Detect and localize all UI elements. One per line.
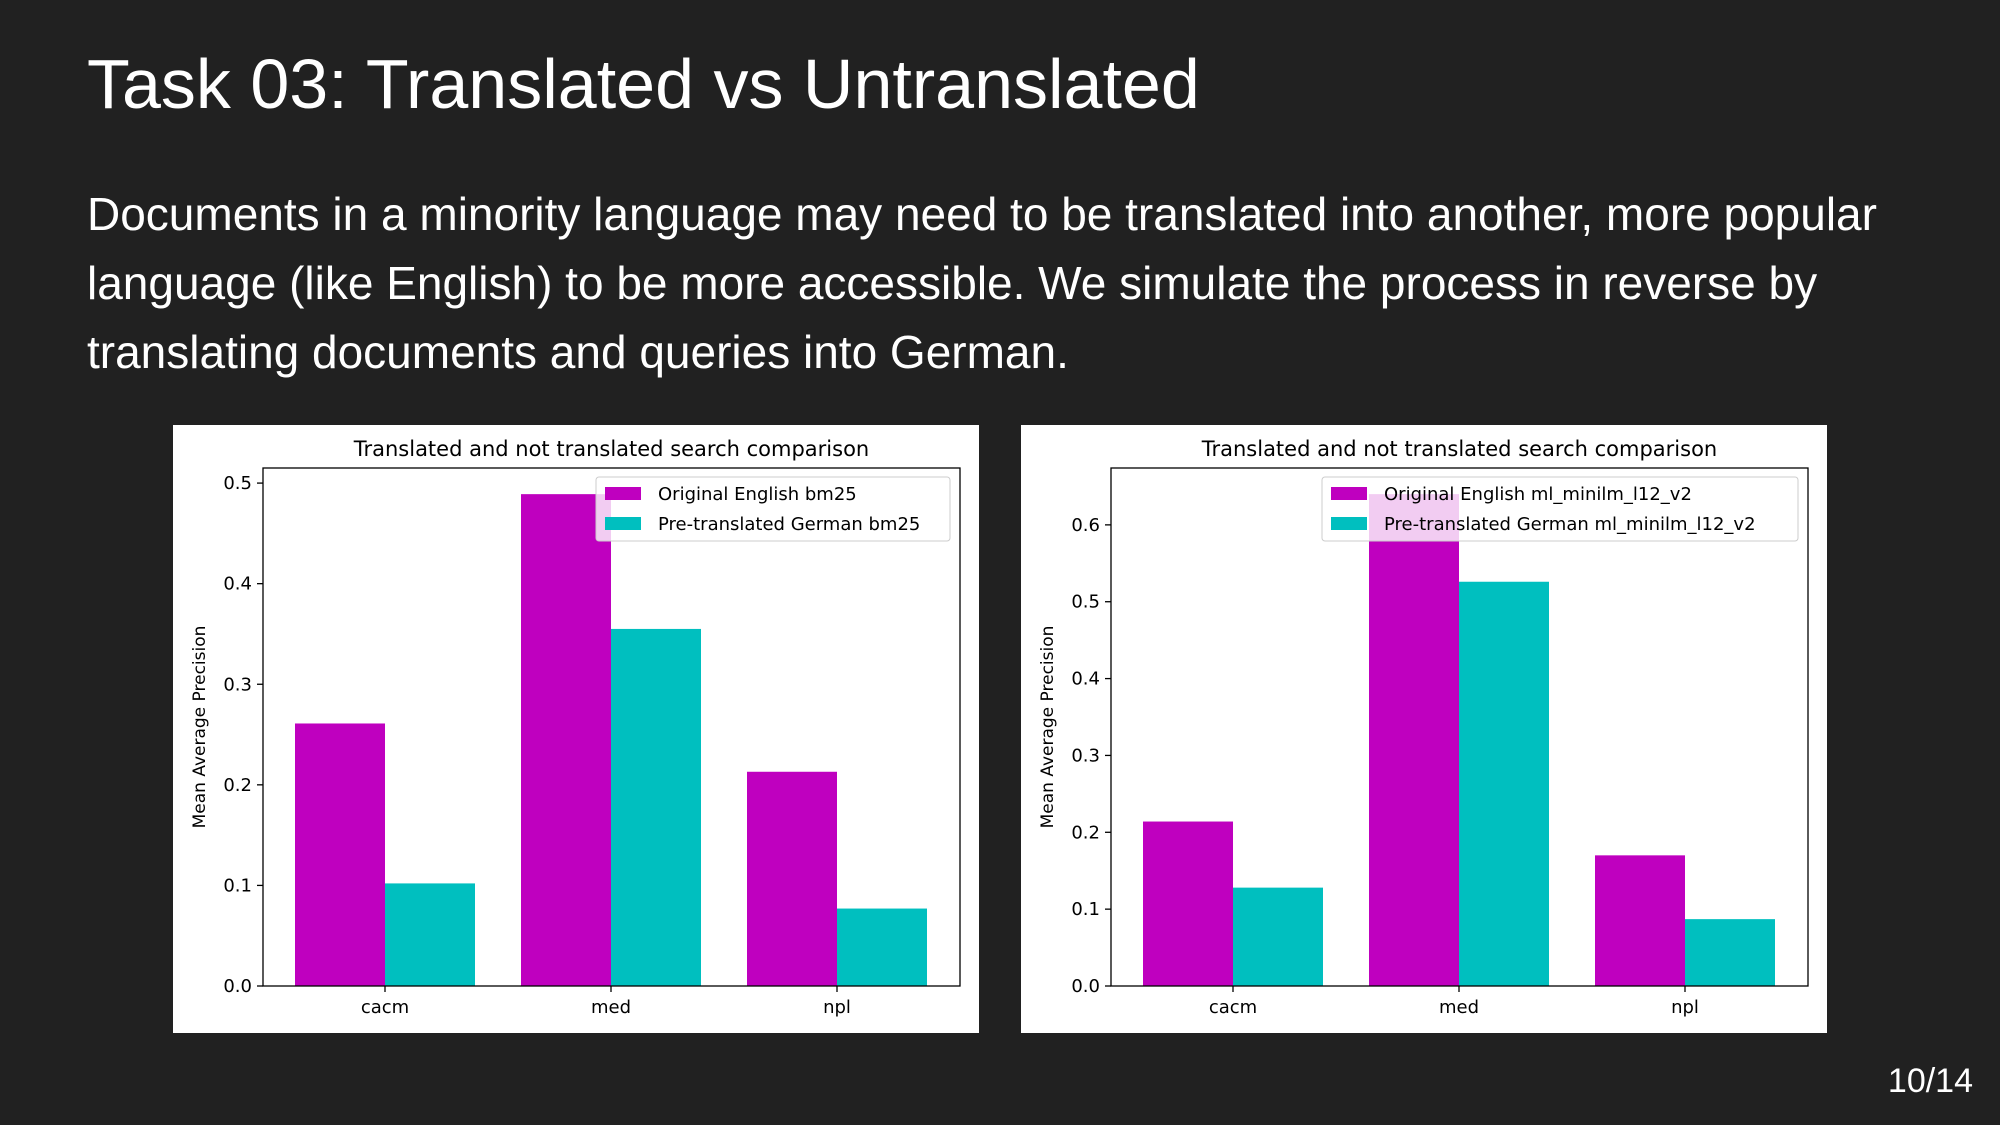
x-tick-label-med: med — [591, 997, 631, 1018]
legend-swatch-2 — [605, 517, 641, 530]
y-axis-label: Mean Average Precision — [1038, 626, 1058, 829]
bar-npl-series-2 — [837, 908, 927, 986]
y-tick-label-4: 0.4 — [1071, 669, 1100, 690]
plot-frame — [262, 467, 961, 987]
bar-med-series-2 — [1459, 581, 1549, 986]
y-tick-label-2: 0.2 — [1071, 822, 1100, 843]
bar-npl-series-1 — [747, 771, 837, 986]
legend: Original English ml_minilm_l12_v2 Pre-tra… — [1321, 476, 1799, 542]
bar-med-series-2 — [611, 628, 701, 986]
legend-label-2: Pre-translated German bm25 — [658, 514, 920, 535]
y-tick-label-0: 0.0 — [223, 976, 252, 997]
y-tick-label-2: 0.2 — [223, 775, 252, 796]
legend-label-1: Original English ml_minilm_l12_v2 — [1384, 484, 1692, 505]
chart-title: Translated and not translated search com… — [353, 437, 870, 461]
slide-body-text: Documents in a minority language may nee… — [87, 188, 1877, 378]
legend-swatch-1 — [605, 487, 641, 500]
y-tick-label-0: 0.0 — [1071, 976, 1100, 997]
x-tick-label-cacm: cacm — [361, 997, 409, 1018]
bar-med-series-1 — [1369, 494, 1459, 986]
y-tick-label-5: 0.5 — [1071, 592, 1100, 613]
legend-box — [1321, 476, 1799, 542]
chart-panel-bm25: Translated and not translated search com… — [173, 425, 979, 1033]
y-axis-label: Mean Average Precision — [190, 626, 210, 829]
y-tick-label-1: 0.1 — [1071, 899, 1100, 920]
legend-label-2: Pre-translated German ml_minilm_l12_v2 — [1384, 514, 1756, 535]
x-tick-label-med: med — [1439, 997, 1479, 1018]
x-tick-label-npl: npl — [823, 997, 851, 1018]
bar-med-series-1 — [521, 494, 611, 986]
plot-frame — [1110, 467, 1809, 987]
y-tick-label-4: 0.4 — [223, 574, 252, 595]
bm25-comparison-chart: Translated and not translated search com… — [190, 437, 961, 1018]
x-tick-label-cacm: cacm — [1209, 997, 1257, 1018]
chart-panel-minilm: Translated and not translated search com… — [1021, 425, 1827, 1033]
bar-npl-series-1 — [1595, 855, 1685, 986]
bar-cacm-series-2 — [385, 883, 475, 986]
y-tick-label-3: 0.3 — [1071, 745, 1100, 766]
legend-swatch-2 — [1331, 517, 1367, 530]
minilm-comparison-chart: Translated and not translated search com… — [1038, 437, 1809, 1018]
bar-cacm-series-2 — [1233, 887, 1323, 986]
bar-cacm-series-1 — [1143, 821, 1233, 986]
bar-cacm-series-1 — [295, 723, 385, 986]
y-tick-label-1: 0.1 — [223, 875, 252, 896]
y-tick-label-6: 0.6 — [1071, 515, 1100, 536]
y-tick-label-5: 0.5 — [223, 473, 252, 494]
chart-title: Translated and not translated search com… — [1201, 437, 1718, 461]
slide-title: Task 03: Translated vs Untranslated — [87, 45, 1200, 123]
y-tick-label-3: 0.3 — [223, 674, 252, 695]
legend-box — [595, 476, 951, 542]
legend: Original English bm25 Pre-translated Germ… — [595, 476, 951, 542]
page-number: 10/14 — [1887, 1062, 1973, 1100]
bar-npl-series-2 — [1685, 919, 1775, 986]
legend-swatch-1 — [1331, 487, 1367, 500]
x-tick-label-npl: npl — [1671, 997, 1699, 1018]
legend-label-1: Original English bm25 — [658, 484, 857, 505]
